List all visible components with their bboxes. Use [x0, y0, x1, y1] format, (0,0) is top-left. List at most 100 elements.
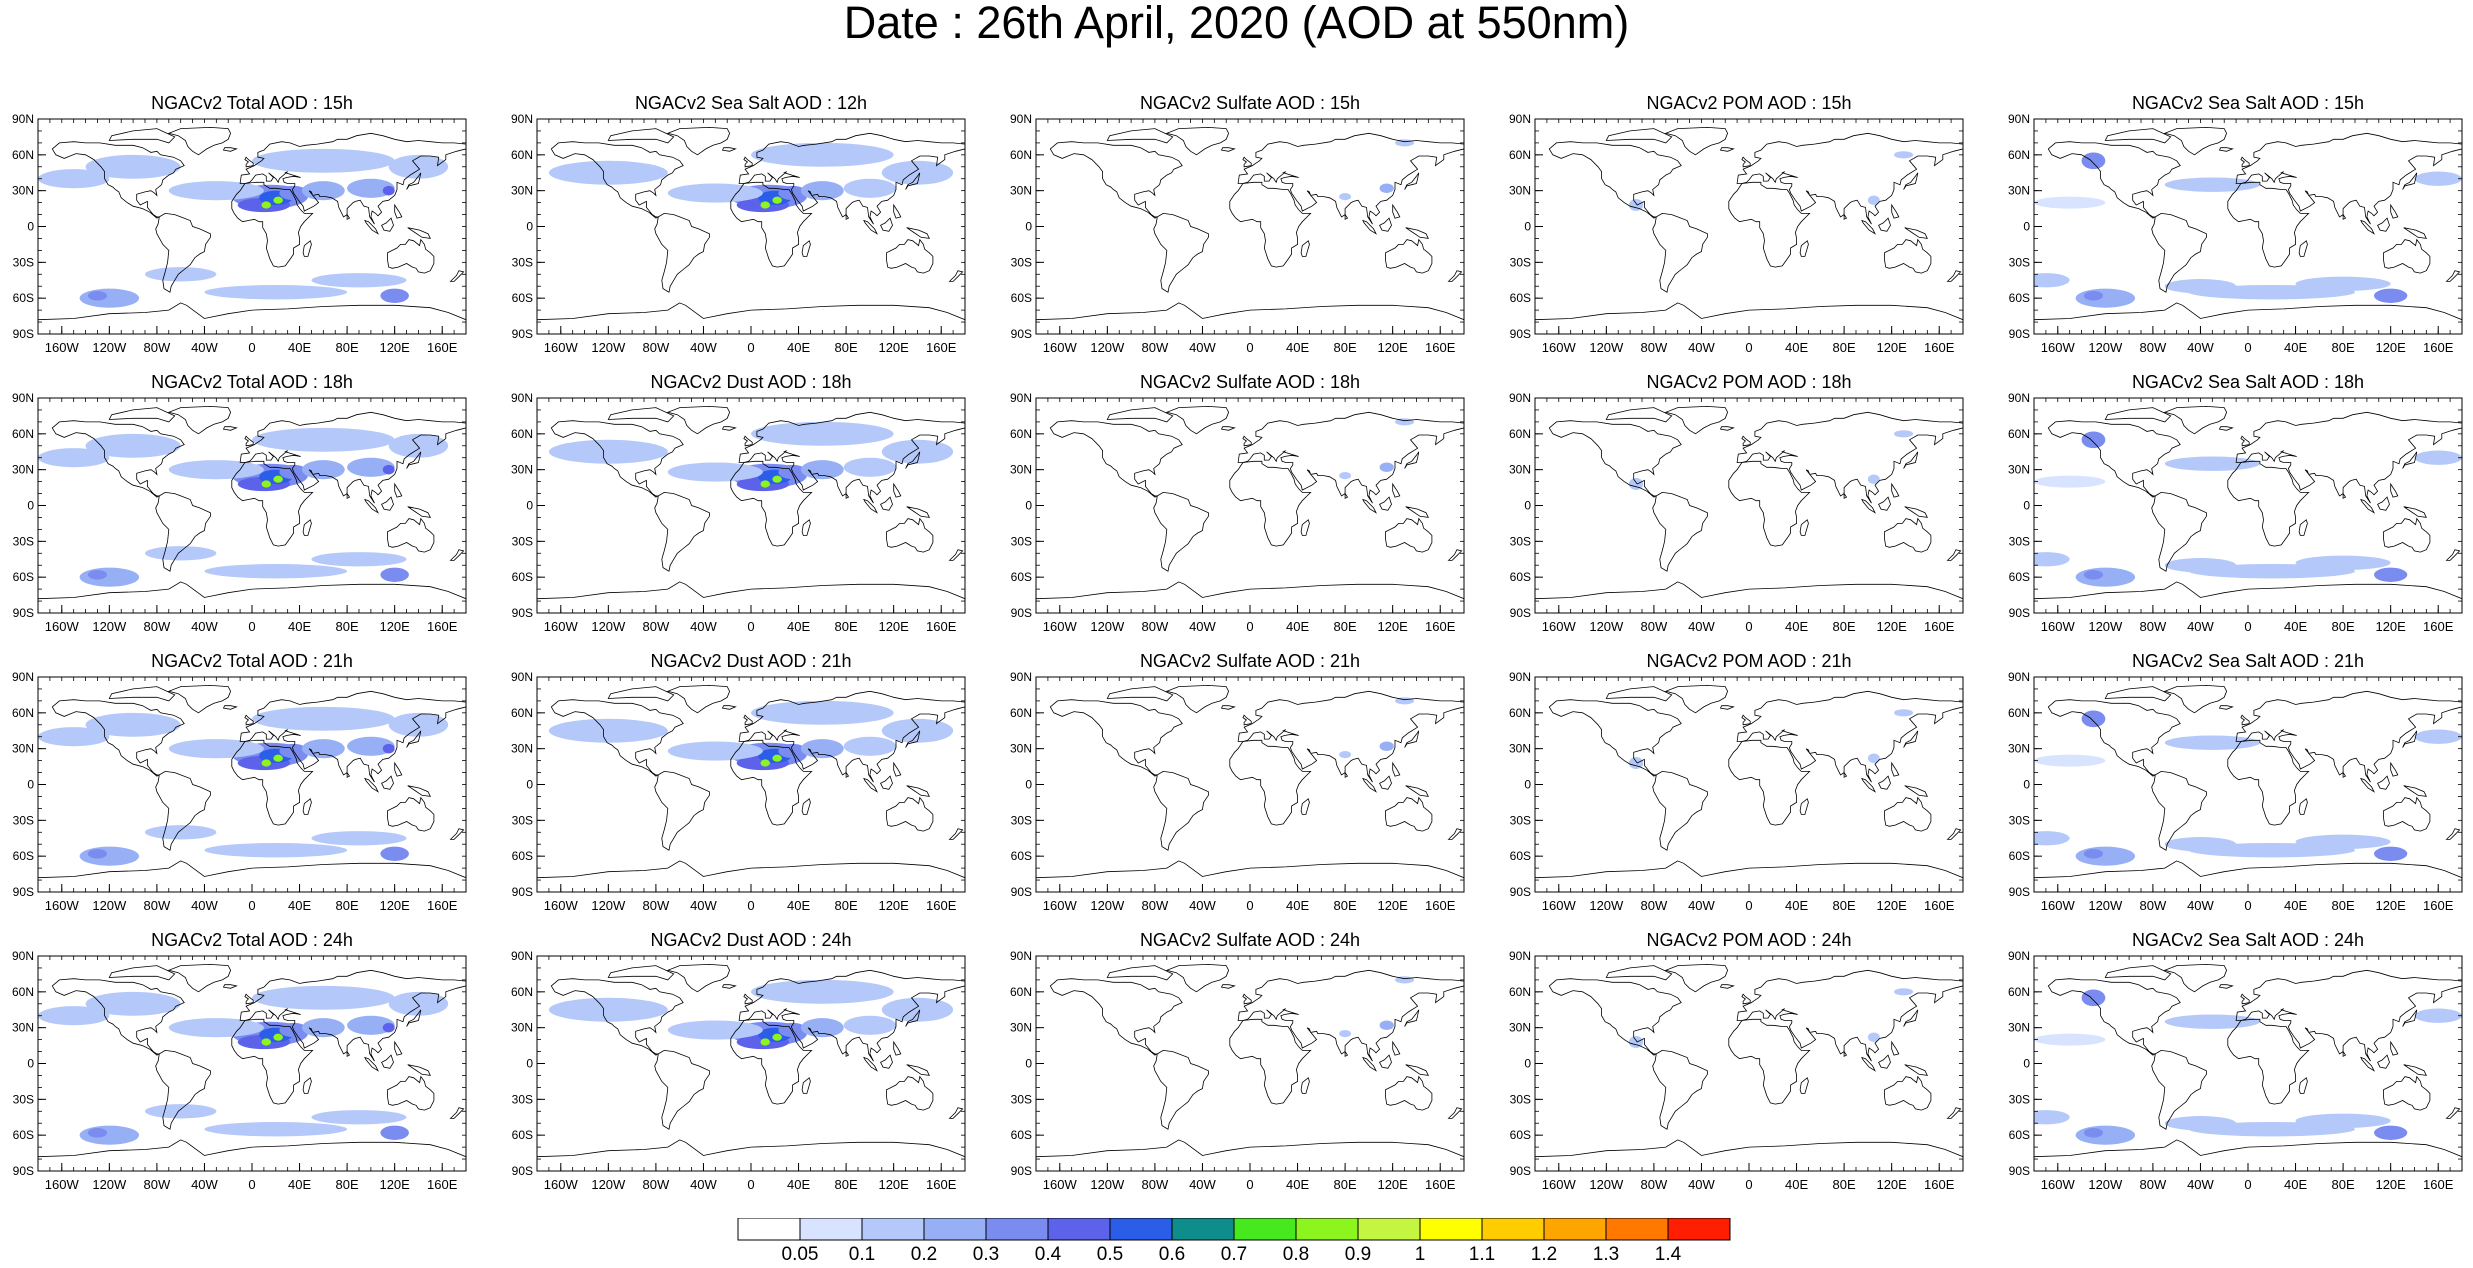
map-panel: NGACv2 Sea Salt AOD : 21h 90N 60N 30N 0 30S 60…: [1996, 651, 2473, 928]
lat-tick-label: 30S: [1011, 1092, 1032, 1106]
coastline: [2218, 426, 2234, 431]
aod-patch: [2081, 710, 2106, 728]
coastline: [1229, 739, 1312, 826]
coastline: [654, 770, 710, 851]
coastline: [2104, 686, 2172, 702]
aod-patch: [168, 1018, 264, 1038]
aod-patch: [2374, 846, 2408, 861]
lon-tick-label: 40W: [191, 898, 218, 913]
lon-tick-label: 160E: [1924, 898, 1955, 913]
lat-tick-label: 60S: [2009, 849, 2030, 863]
lat-tick-label: 90S: [1510, 885, 1531, 899]
coastline: [550, 420, 684, 498]
lon-tick-label: 80E: [835, 898, 858, 913]
aod-patch: [79, 567, 140, 587]
coastline: [2047, 699, 2181, 777]
aod-patch: [772, 1033, 782, 1041]
coastline: [387, 796, 435, 832]
coastline: [108, 128, 176, 144]
coastline: [222, 984, 238, 989]
coastline: [1447, 270, 1463, 282]
coastline: [302, 798, 312, 815]
lat-tick-label: 30N: [12, 742, 34, 756]
lon-tick-label: 160E: [427, 898, 458, 913]
coastline: [1719, 147, 1735, 152]
coastline: [1036, 1139, 1464, 1171]
coastline: [537, 860, 965, 892]
aod-patch: [2414, 450, 2462, 465]
lon-tick-label: 0: [1246, 340, 1253, 355]
lon-tick-label: 160W: [2041, 619, 2076, 634]
lat-tick-label: 30S: [1510, 1092, 1531, 1106]
map-plot: 90N 60N 30N 0 30S 60S 90S 160W 120W 80W 40W 0 40E 80E…: [1010, 112, 1465, 355]
lon-tick-label: 40E: [1785, 340, 1808, 355]
aod-patch: [1379, 462, 1394, 473]
lon-tick-label: 80E: [1334, 340, 1357, 355]
coastline: [2034, 860, 2462, 892]
coastline: [1904, 227, 1928, 239]
coastline: [1405, 785, 1429, 797]
lat-tick-label: 60S: [13, 1128, 34, 1142]
aod-patch: [2164, 837, 2237, 852]
coastline: [743, 435, 753, 447]
coastline: [1392, 203, 1401, 219]
coastline: [1237, 690, 1464, 783]
map-plot: 90N 60N 30N 0 30S 60S 90S 160W 120W 80W 40W 0 40E 80E…: [12, 391, 467, 634]
coastline: [2240, 714, 2250, 726]
coastline: [1385, 238, 1433, 274]
colorbar-label: 1.2: [1531, 1244, 1557, 1265]
coastline: [845, 1050, 850, 1057]
lon-tick-label: 160E: [1924, 1177, 1955, 1192]
aod-patch: [347, 178, 395, 198]
coastline: [222, 147, 238, 152]
map-plot: 90N 60N 30N 0 30S 60S 90S 160W 120W 80W 40W 0 40E 80E…: [1509, 391, 1964, 634]
coastline: [1049, 420, 1183, 498]
coastline: [1891, 761, 1900, 777]
lon-tick-label: 120W: [1589, 898, 1624, 913]
map-panel: NGACv2 Sulfate AOD : 21h 90N 60N 30N 0 30S 60S…: [998, 651, 1502, 928]
coastline: [2403, 785, 2427, 797]
aod-patch: [2414, 171, 2462, 186]
coastline: [654, 212, 710, 293]
lon-tick-label: 160W: [544, 619, 579, 634]
lat-tick-label: 30S: [13, 813, 34, 827]
aod-patch: [751, 421, 894, 446]
lon-tick-label: 80W: [144, 1177, 171, 1192]
coastline: [406, 172, 422, 190]
coastline: [155, 212, 211, 293]
coastline: [1861, 219, 1876, 235]
coastline: [1220, 147, 1236, 152]
lat-tick-label: 60N: [1010, 427, 1032, 441]
coastline: [407, 785, 431, 797]
coastline: [1605, 965, 1673, 981]
coastline: [1736, 411, 1963, 504]
colorbar-label: 0.9: [1345, 1244, 1371, 1265]
aod-patch: [301, 739, 345, 759]
lon-tick-label: 160E: [2423, 1177, 2454, 1192]
lon-tick-label: 0: [2244, 1177, 2251, 1192]
lon-tick-label: 80W: [1641, 898, 1668, 913]
coastline: [2104, 128, 2172, 144]
coastline: [155, 491, 211, 572]
colorbar-swatch: [1605, 1218, 1669, 1241]
aod-patch: [1379, 183, 1394, 194]
coastline: [1362, 777, 1377, 793]
coastline: [1237, 411, 1464, 504]
coastline: [1049, 699, 1183, 777]
lon-tick-label: 40W: [191, 340, 218, 355]
coastline: [2235, 411, 2462, 504]
coastline: [1404, 451, 1420, 469]
coastline: [1719, 426, 1735, 431]
coastline: [51, 978, 185, 1056]
coastline: [863, 1056, 878, 1072]
lon-tick-label: 80W: [643, 1177, 670, 1192]
coastline: [2104, 965, 2172, 981]
coastline: [167, 963, 232, 993]
aod-patch: [168, 460, 264, 480]
coastline: [1903, 451, 1919, 469]
lon-tick-label: 160E: [926, 619, 957, 634]
aod-patch: [382, 743, 395, 754]
coastline: [2342, 492, 2347, 499]
aod-patch: [1894, 709, 1914, 717]
panel-title: NGACv2 Sulfate AOD : 18h: [1139, 372, 1361, 392]
